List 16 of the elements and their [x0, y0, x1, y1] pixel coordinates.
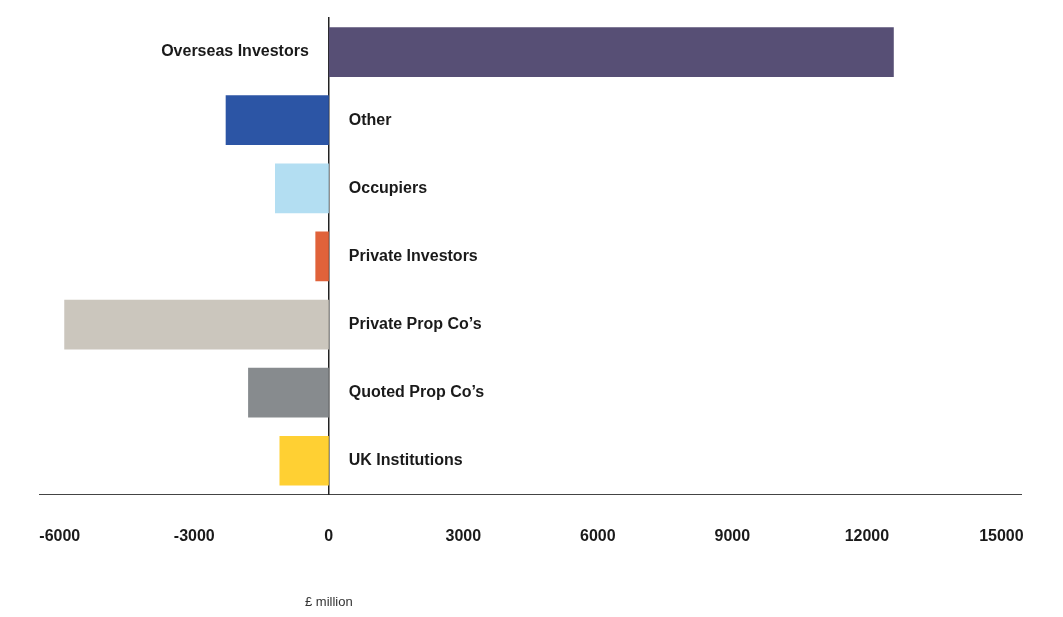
y-tick-label: Other — [348, 110, 392, 128]
x-tick-label: -3000 — [173, 526, 215, 544]
x-tick-label: 0 — [324, 526, 334, 544]
x-tick-label: 9000 — [714, 526, 751, 544]
y-tick-label: Private Prop Co’s — [348, 314, 482, 332]
x-tick-label: 15000 — [979, 526, 1024, 544]
y-tick-label: Private Investors — [348, 246, 478, 264]
x-tick-label: 12000 — [844, 526, 890, 544]
y-tick-label: Overseas Investors — [161, 42, 309, 60]
x-tick-label: -6000 — [39, 526, 81, 544]
y-tick-label: Occupiers — [348, 178, 428, 196]
x-tick-label: 3000 — [445, 526, 482, 544]
x-axis-title: £ million — [304, 593, 353, 609]
x-tick-label: 6000 — [580, 526, 616, 544]
y-tick-label: UK Institutions — [348, 451, 463, 469]
y-tick-label: Quoted Prop Co’s — [348, 383, 485, 401]
